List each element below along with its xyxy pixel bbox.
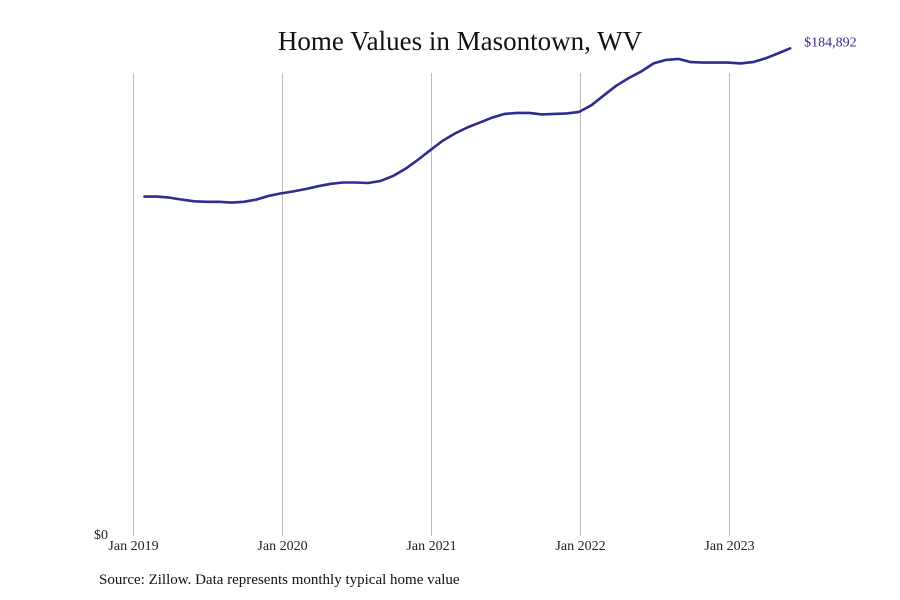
x-tick-label: Jan 2023 — [704, 539, 754, 554]
source-note: Source: Zillow. Data represents monthly … — [99, 572, 460, 588]
series-line — [143, 47, 792, 204]
end-value-label: $184,892 — [804, 35, 857, 50]
chart-title: Home Values in Masontown, WV — [277, 26, 643, 56]
x-tick-label: Jan 2021 — [406, 539, 456, 554]
x-tick-label: Jan 2019 — [108, 539, 158, 554]
tick-labels: Jan 2019 Jan 2020 Jan 2021 Jan 2022 Jan 2023… — [94, 35, 857, 554]
gridlines — [133, 73, 730, 536]
y-tick-label: $0 — [94, 528, 108, 543]
series-line-group — [143, 47, 792, 204]
x-tick-label: Jan 2022 — [555, 539, 605, 554]
x-tick-label: Jan 2020 — [257, 539, 307, 554]
